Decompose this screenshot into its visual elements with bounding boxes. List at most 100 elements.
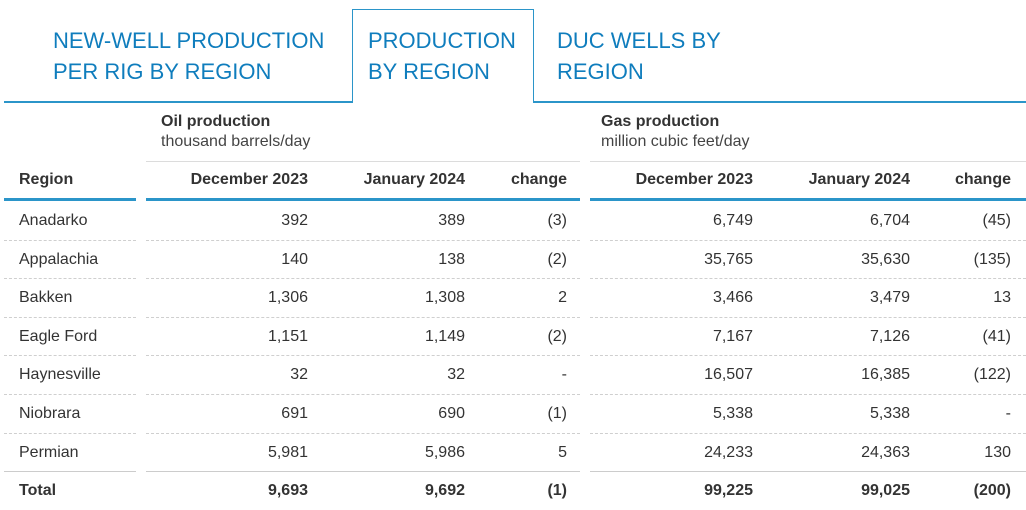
gas-change-cell: (41) <box>982 327 1011 345</box>
region-cell: Niobrara <box>19 405 81 422</box>
tab-label-line2: PER RIG BY REGION <box>53 59 272 84</box>
row-divider <box>4 316 136 318</box>
oil-jan-cell: 690 <box>438 405 465 422</box>
region-cell: Permian <box>19 443 79 461</box>
oil-change-cell: (1) <box>547 405 567 422</box>
col-header-oil-jan[interactable]: January 2024 <box>363 171 465 188</box>
gas-group-divider <box>590 161 1026 162</box>
oil-jan-cell: 32 <box>447 366 465 384</box>
oil-change-cell: (2) <box>547 250 567 268</box>
total-divider <box>590 471 1026 473</box>
tab-label-line1: NEW-WELL PRODUCTION <box>53 28 325 53</box>
gas-dec-cell: 3,466 <box>712 289 753 307</box>
gas-dec-cell: 99,225 <box>704 482 753 500</box>
oil-dec-cell: 691 <box>281 405 308 422</box>
gas-jan-cell: 99,025 <box>861 482 910 500</box>
gas-group-unit: million cubic feet/day <box>601 133 750 150</box>
oil-change-cell: 5 <box>558 443 567 461</box>
col-header-region[interactable]: Region <box>19 171 74 188</box>
oil-dec-cell: 32 <box>290 366 308 384</box>
oil-dec-cell: 140 <box>281 250 308 268</box>
gas-dec-cell: 6,749 <box>712 212 753 229</box>
oil-group-header: Oil production thousand barrels/day <box>161 112 310 152</box>
gas-dec-cell: 7,167 <box>712 327 753 345</box>
row-divider <box>590 316 1026 318</box>
gas-jan-cell: 16,385 <box>861 366 910 384</box>
table-row: Permian 5,981 5,986 5 24,233 24,363 130 <box>0 434 1026 472</box>
table-row: Anadarko 392 389 (3) 6,749 6,704 (45) <box>0 202 1026 240</box>
oil-dec-cell: 392 <box>281 212 308 229</box>
oil-group-unit: thousand barrels/day <box>161 133 311 150</box>
header-rule-oil <box>146 198 580 201</box>
gas-change-cell: (122) <box>973 366 1011 384</box>
row-divider <box>4 394 136 395</box>
region-cell: Anadarko <box>19 212 88 229</box>
col-header-gas-dec[interactable]: December 2023 <box>635 171 753 188</box>
row-divider <box>146 316 580 318</box>
row-divider <box>146 239 580 241</box>
total-row: Total 9,693 9,692 (1) 99,225 99,025 (200) <box>0 472 1026 510</box>
row-divider <box>590 239 1026 241</box>
gas-change-cell: 130 <box>984 443 1011 461</box>
tab-label-line2: REGION <box>557 59 644 84</box>
gas-dec-cell: 16,507 <box>704 366 753 384</box>
row-divider <box>4 239 136 241</box>
oil-change-cell: - <box>561 366 567 384</box>
row-divider <box>146 355 580 357</box>
oil-change-cell: (3) <box>547 212 567 229</box>
region-cell: Appalachia <box>19 250 99 268</box>
gas-change-cell: (45) <box>982 212 1011 229</box>
gas-group-header: Gas production million cubic feet/day <box>601 112 750 152</box>
table-row: Eagle Ford 1,151 1,149 (2) 7,167 7,126 (41) <box>0 318 1026 356</box>
oil-jan-cell: 5,986 <box>424 443 465 461</box>
gas-jan-cell: 5,338 <box>869 405 910 422</box>
row-divider <box>146 278 580 280</box>
col-header-oil-dec[interactable]: December 2023 <box>190 171 308 188</box>
oil-jan-cell: 1,308 <box>424 289 465 307</box>
total-divider <box>4 471 136 473</box>
tab-label-line1: PRODUCTION <box>368 28 516 53</box>
table-row: Bakken 1,306 1,308 2 3,466 3,479 13 <box>0 279 1026 317</box>
col-header-gas-jan[interactable]: January 2024 <box>808 171 910 188</box>
gas-change-cell: - <box>1005 405 1011 422</box>
gas-change-cell: (200) <box>973 482 1011 500</box>
tab-new-well-production[interactable]: NEW-WELL PRODUCTION PER RIG BY REGION <box>53 25 324 87</box>
gas-group-title: Gas production <box>601 113 720 130</box>
header-rule-gas <box>590 198 1026 201</box>
gas-dec-cell: 24,233 <box>704 443 753 461</box>
row-divider <box>146 394 580 395</box>
col-header-gas-change[interactable]: change <box>954 171 1011 188</box>
table-row: Niobrara 691 690 (1) 5,338 5,338 - <box>0 395 1026 433</box>
oil-dec-cell: 9,693 <box>267 482 308 500</box>
oil-dec-cell: 1,306 <box>267 289 308 307</box>
row-divider <box>590 355 1026 357</box>
header-rule-region <box>4 198 136 201</box>
tab-label-line2: BY REGION <box>368 59 490 84</box>
oil-change-cell: (2) <box>547 327 567 345</box>
gas-jan-cell: 24,363 <box>861 443 910 461</box>
row-divider <box>590 394 1026 395</box>
tab-duc-wells[interactable]: DUC WELLS BY REGION <box>557 25 721 87</box>
col-header-oil-change[interactable]: change <box>510 171 567 188</box>
gas-dec-cell: 35,765 <box>704 250 753 268</box>
table-row: Appalachia 140 138 (2) 35,765 35,630 (135) <box>0 241 1026 279</box>
row-divider <box>590 278 1026 280</box>
oil-change-cell: 2 <box>558 289 567 307</box>
row-divider <box>590 432 1026 434</box>
tab-production-by-region[interactable]: PRODUCTION BY REGION <box>352 9 534 103</box>
table-row: Haynesville 32 32 - 16,507 16,385 (122) <box>0 356 1026 394</box>
oil-jan-cell: 389 <box>438 212 465 229</box>
row-divider <box>146 432 580 434</box>
gas-jan-cell: 6,704 <box>869 212 910 229</box>
row-divider <box>4 278 136 280</box>
oil-jan-cell: 1,149 <box>424 327 465 345</box>
oil-group-title: Oil production <box>161 113 271 130</box>
region-cell: Bakken <box>19 289 73 307</box>
oil-dec-cell: 5,981 <box>267 443 308 461</box>
oil-group-divider <box>146 161 580 162</box>
gas-jan-cell: 3,479 <box>869 289 910 307</box>
oil-jan-cell: 138 <box>438 250 465 268</box>
gas-change-cell: 13 <box>993 289 1011 307</box>
oil-change-cell: (1) <box>547 482 567 500</box>
tab-label-line1: DUC WELLS BY <box>557 28 721 53</box>
